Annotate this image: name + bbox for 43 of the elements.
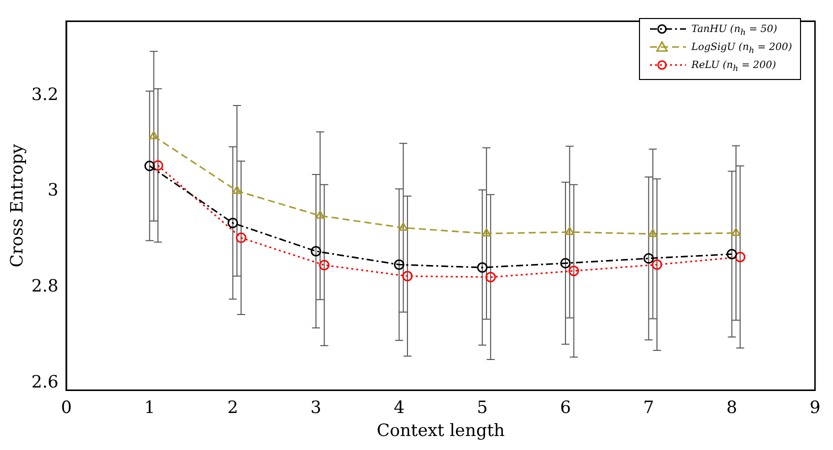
- point: [319, 260, 330, 270]
- point: [152, 160, 164, 171]
- point: [398, 222, 408, 231]
- y-tick-label: 3.2: [31, 84, 58, 105]
- point: [394, 259, 404, 270]
- legend-label: ReLU (n$_{h}$ = 200): [691, 60, 776, 73]
- x-tick-label: 5: [476, 398, 488, 418]
- legend-label: TanHU (n$_{h}$ = 50): [691, 24, 778, 37]
- point: [568, 266, 580, 276]
- x-tick-label: 6: [560, 398, 571, 418]
- point: [564, 226, 574, 236]
- point: [236, 232, 246, 244]
- x-axis-title: Context length: [376, 421, 505, 442]
- x-tick-label: 8: [726, 398, 738, 418]
- y-tick-label: 2.6: [31, 372, 58, 392]
- x-tick-label: 7: [643, 398, 654, 418]
- point: [144, 160, 155, 172]
- point: [560, 258, 571, 268]
- point: [726, 248, 738, 260]
- point: [734, 252, 746, 262]
- x-tick-label: 9: [810, 398, 820, 418]
- x-tick-label: 0: [61, 398, 72, 418]
- point: [228, 218, 238, 228]
- x-tick-label: 3: [310, 398, 322, 418]
- point: [485, 272, 496, 282]
- legend-label: LogSigU (n$_{h}$ = 200): [691, 42, 792, 55]
- point: [402, 270, 413, 282]
- y-tick-label: 2.8: [31, 276, 58, 297]
- y-axis-title: Cross Entropy: [8, 144, 28, 268]
- point: [477, 262, 488, 273]
- point: [643, 253, 654, 264]
- point: [648, 228, 658, 237]
- point: [149, 130, 158, 140]
- x-tick-label: 2: [227, 398, 238, 418]
- point: [232, 186, 242, 194]
- point: [310, 246, 322, 256]
- point: [315, 210, 325, 219]
- x-tick-label: 1: [144, 398, 156, 418]
- x-tick-label: 4: [394, 398, 405, 418]
- point: [652, 259, 662, 270]
- y-tick-label: 3: [48, 180, 58, 201]
- point: [731, 228, 741, 236]
- point: [482, 228, 492, 236]
